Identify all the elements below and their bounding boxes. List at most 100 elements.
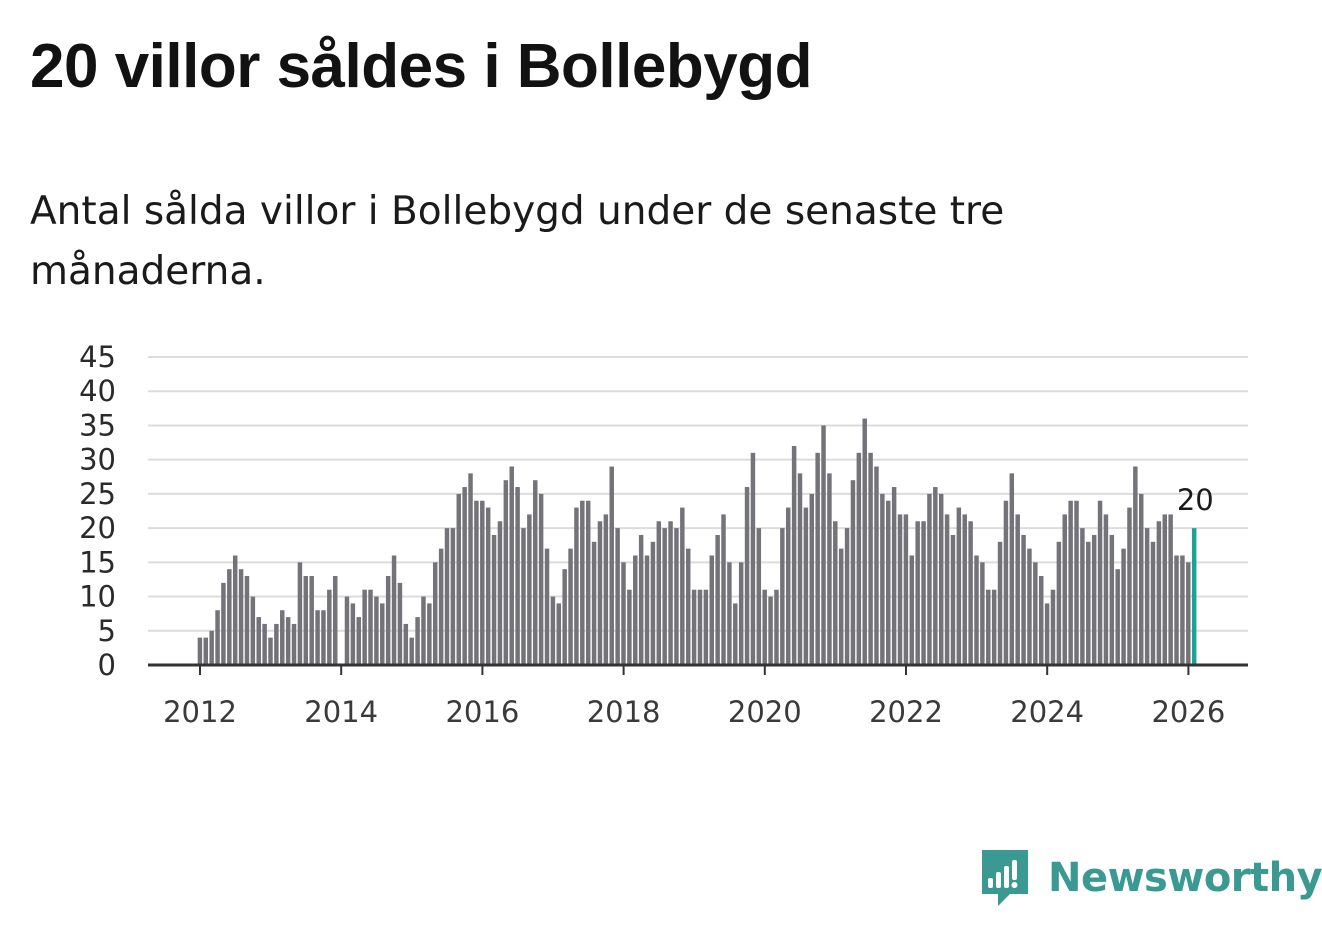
bar — [897, 514, 903, 665]
bar — [809, 493, 815, 665]
bar — [886, 500, 891, 665]
y-tick-label: 10 — [79, 580, 116, 614]
bar — [274, 623, 279, 665]
bar — [1121, 548, 1126, 665]
bar — [891, 487, 897, 665]
bar — [250, 596, 256, 665]
newsworthy-logo[interactable]: Newsworthy — [980, 848, 1322, 908]
bar — [1150, 541, 1156, 665]
bar — [685, 548, 691, 665]
bar — [927, 493, 932, 665]
bar — [868, 452, 873, 665]
bar — [768, 596, 773, 665]
bar — [1080, 528, 1085, 665]
bar — [521, 528, 526, 665]
bar — [1091, 534, 1097, 665]
bar — [597, 521, 603, 665]
bar — [1186, 562, 1191, 665]
bar — [709, 555, 714, 665]
bar — [691, 589, 697, 665]
bar — [427, 603, 432, 665]
bar — [415, 617, 420, 665]
bar — [432, 562, 438, 665]
y-tick-label: 15 — [79, 545, 116, 579]
x-tick-label: 2026 — [1151, 695, 1225, 729]
bar — [950, 534, 956, 665]
bar — [738, 562, 744, 665]
bar — [580, 500, 585, 665]
bar — [485, 507, 491, 665]
x-axis: 2012 2014 2016 2018 2020 2022 2024 2026 — [148, 663, 1248, 729]
bar — [491, 534, 497, 665]
bar — [727, 562, 732, 665]
bar — [391, 555, 397, 665]
y-tick-label: 25 — [79, 477, 116, 511]
bar — [462, 487, 467, 665]
bar — [1097, 500, 1103, 665]
x-tick-label: 2024 — [1010, 695, 1084, 729]
y-tick-label: 40 — [79, 374, 116, 408]
bar — [227, 569, 232, 665]
bar — [574, 507, 579, 665]
x-tick-label: 2018 — [587, 695, 661, 729]
bar — [538, 493, 544, 665]
bar — [774, 589, 779, 665]
bar — [674, 528, 679, 665]
bar — [438, 548, 444, 665]
bar — [838, 548, 844, 665]
bar — [1168, 514, 1173, 665]
bar — [385, 576, 391, 665]
bar — [332, 576, 338, 665]
bar — [991, 589, 997, 665]
y-tick-label: 5 — [98, 614, 116, 648]
bar — [1009, 473, 1015, 665]
bar — [638, 534, 644, 665]
bar — [474, 500, 479, 665]
bar — [468, 473, 473, 665]
bar — [962, 514, 967, 665]
bar — [803, 507, 809, 665]
bar — [715, 534, 720, 665]
bar — [585, 500, 591, 665]
bar — [1038, 576, 1044, 665]
bar — [633, 555, 638, 665]
bar — [1138, 493, 1144, 665]
bar — [591, 541, 597, 665]
bar — [268, 637, 273, 665]
x-tick-label: 2016 — [445, 695, 519, 729]
bar — [850, 480, 856, 665]
bar — [997, 541, 1003, 665]
bar — [621, 562, 626, 665]
bar — [1074, 500, 1079, 665]
bar — [232, 555, 238, 665]
bar — [844, 528, 850, 665]
bar — [1086, 541, 1091, 665]
bar — [456, 493, 462, 665]
bar — [350, 603, 356, 665]
bar — [1109, 534, 1115, 665]
bar — [403, 623, 409, 665]
bar — [291, 623, 297, 665]
bar — [1180, 555, 1185, 665]
bar — [986, 589, 991, 665]
bar — [1062, 514, 1067, 665]
bar — [1127, 507, 1132, 665]
bar — [874, 466, 879, 665]
bar — [880, 493, 885, 665]
bar — [827, 473, 832, 665]
bar — [721, 514, 726, 665]
x-tick-label: 2020 — [728, 695, 802, 729]
bar — [1156, 521, 1162, 665]
bar — [315, 610, 320, 665]
bar — [1133, 466, 1138, 665]
bar — [662, 528, 667, 665]
bar — [1162, 514, 1168, 665]
bar — [303, 576, 309, 665]
bar — [215, 610, 220, 665]
bar — [244, 576, 250, 665]
bar — [1144, 528, 1150, 665]
bar — [862, 418, 867, 665]
newsworthy-logo-icon — [982, 850, 1028, 906]
bar — [615, 528, 620, 665]
